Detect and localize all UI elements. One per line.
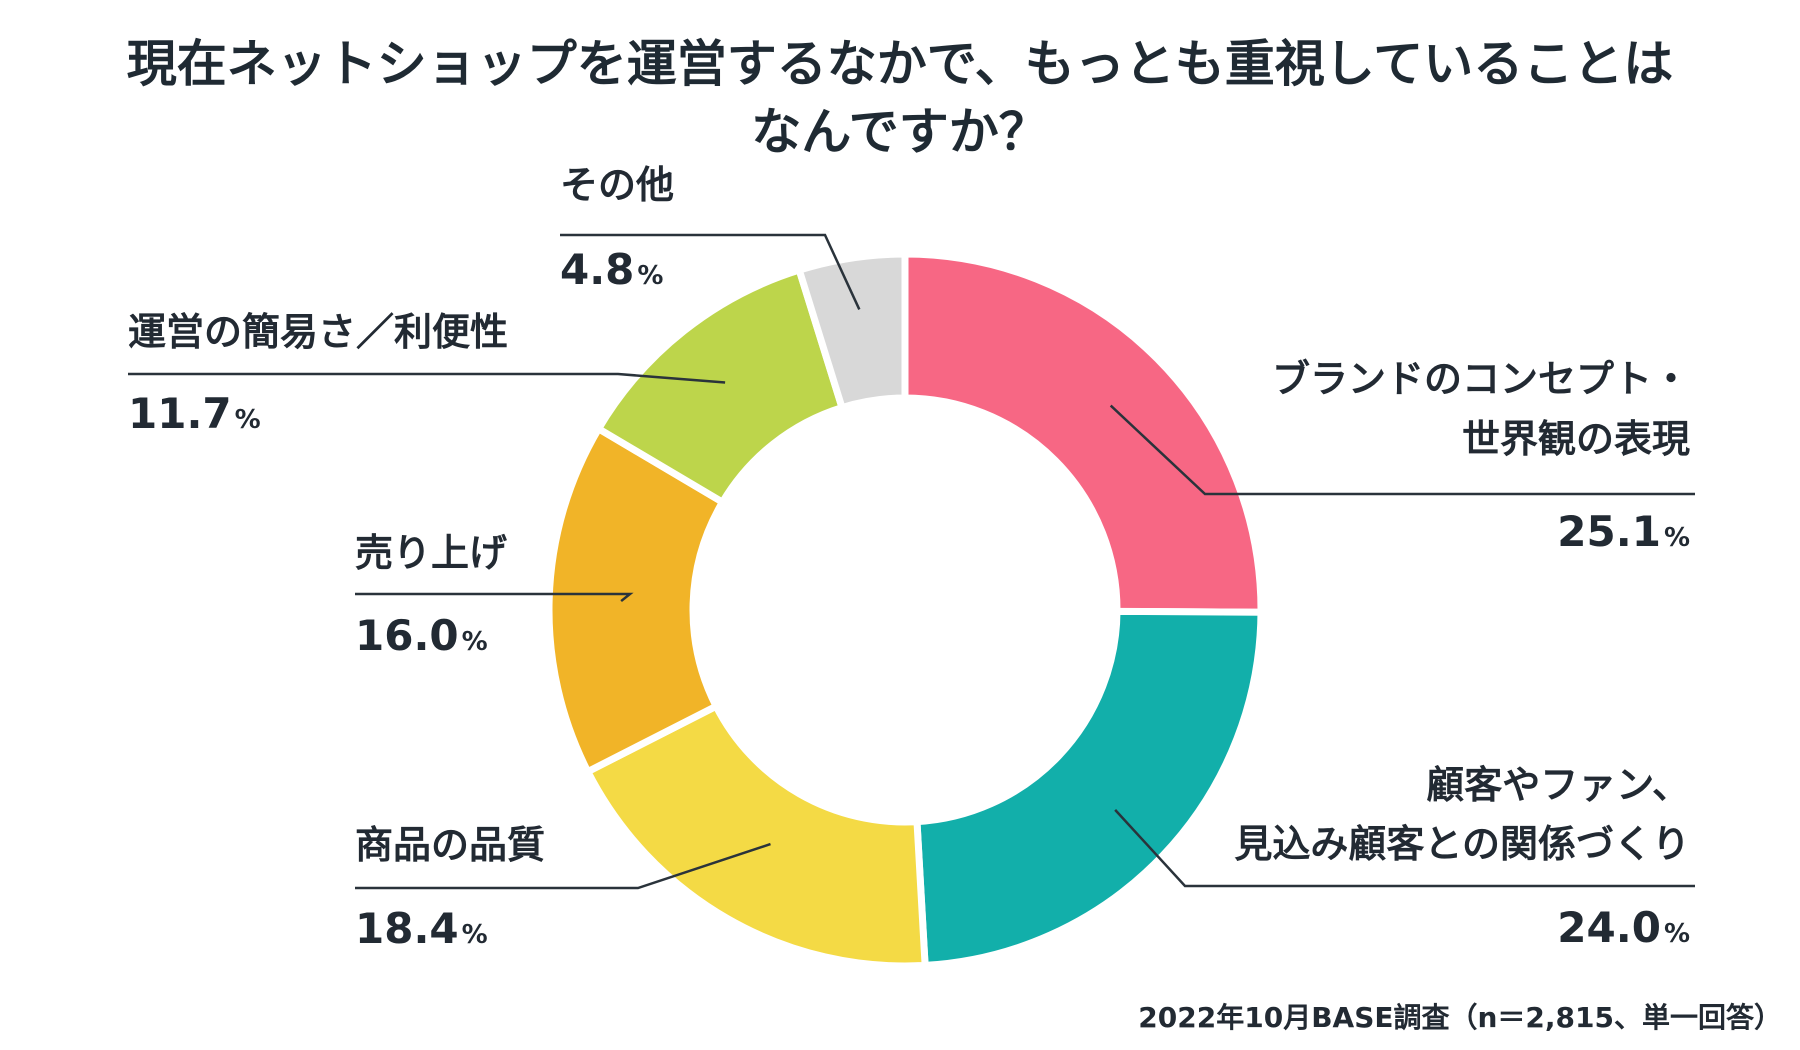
slice-value-unit: % xyxy=(1664,523,1690,553)
leader-line-5 xyxy=(128,372,726,384)
slice-name-6-line-1: その他 xyxy=(560,163,674,207)
slice-value-number: 16.0 xyxy=(355,611,459,660)
slice-value-number: 24.0 xyxy=(1557,903,1661,952)
slice-value-number: 11.7 xyxy=(128,389,232,438)
chart-title: 現在ネットショップを運営するなかで、もっとも重視していることは なんですか？ xyxy=(80,30,1720,166)
slice-name-1-line-1: ブランドのコンセプト・ xyxy=(1272,357,1690,401)
slice-name-1-line-2: 世界観の表現 xyxy=(1462,417,1690,461)
leader-line-1 xyxy=(1109,404,1695,496)
slice-value-unit: % xyxy=(235,405,261,435)
donut-slices xyxy=(545,250,1265,970)
survey-footnote: 2022年10月BASE調査（n＝2,815、単一回答） xyxy=(1138,1001,1782,1034)
slice-value-number: 4.8 xyxy=(560,245,634,294)
slice-value-unit: % xyxy=(637,261,663,291)
leader-line-2 xyxy=(1114,808,1695,888)
slice-label-2: 顧客やファン、見込み顧客との関係づくり 24.0% xyxy=(1114,763,1695,952)
donut-slice-2 xyxy=(913,607,1265,969)
slice-value-4: 16.0% xyxy=(355,611,488,660)
slice-value-5: 11.7% xyxy=(128,389,261,438)
leader-line-6 xyxy=(560,233,861,310)
slice-label-4: 売り上げ 16.0% xyxy=(355,531,634,660)
chart-title-line-2: なんですか？ xyxy=(751,103,1049,161)
slice-value-number: 18.4 xyxy=(355,904,459,953)
leader-line-4 xyxy=(355,592,634,603)
slice-name-4-line-1: 売り上げ xyxy=(355,531,507,575)
slice-value-unit: % xyxy=(1664,919,1690,949)
slice-value-2: 24.0% xyxy=(1557,903,1690,952)
donut-slice-3 xyxy=(584,702,929,970)
donut-slice-4 xyxy=(545,425,727,776)
donut-slice-6 xyxy=(795,250,909,412)
slice-value-3: 18.4% xyxy=(355,904,488,953)
slice-name-3-line-1: 商品の品質 xyxy=(355,823,545,867)
slice-label-1: ブランドのコンセプト・世界観の表現 25.1% xyxy=(1109,357,1695,556)
slice-value-number: 25.1 xyxy=(1557,507,1661,556)
slice-value-unit: % xyxy=(462,920,488,950)
slice-value-unit: % xyxy=(462,627,488,657)
donut-slice-1 xyxy=(901,250,1265,616)
slice-name-2-line-2: 見込み顧客との関係づくり xyxy=(1234,822,1690,866)
slice-label-5: 運営の簡易さ／利便性 11.7% xyxy=(128,310,726,438)
slice-label-6: その他 4.8% xyxy=(560,163,861,310)
leader-line-3 xyxy=(355,842,771,890)
slice-value-1: 25.1% xyxy=(1557,507,1690,556)
slice-label-3: 商品の品質 18.4% xyxy=(355,823,771,953)
slice-value-6: 4.8% xyxy=(560,245,663,294)
slice-name-2-line-1: 顧客やファン、 xyxy=(1426,763,1690,807)
slice-name-5-line-1: 運営の簡易さ／利便性 xyxy=(128,310,508,354)
chart-title-line-1: 現在ネットショップを運営するなかで、もっとも重視していることは xyxy=(126,35,1674,93)
